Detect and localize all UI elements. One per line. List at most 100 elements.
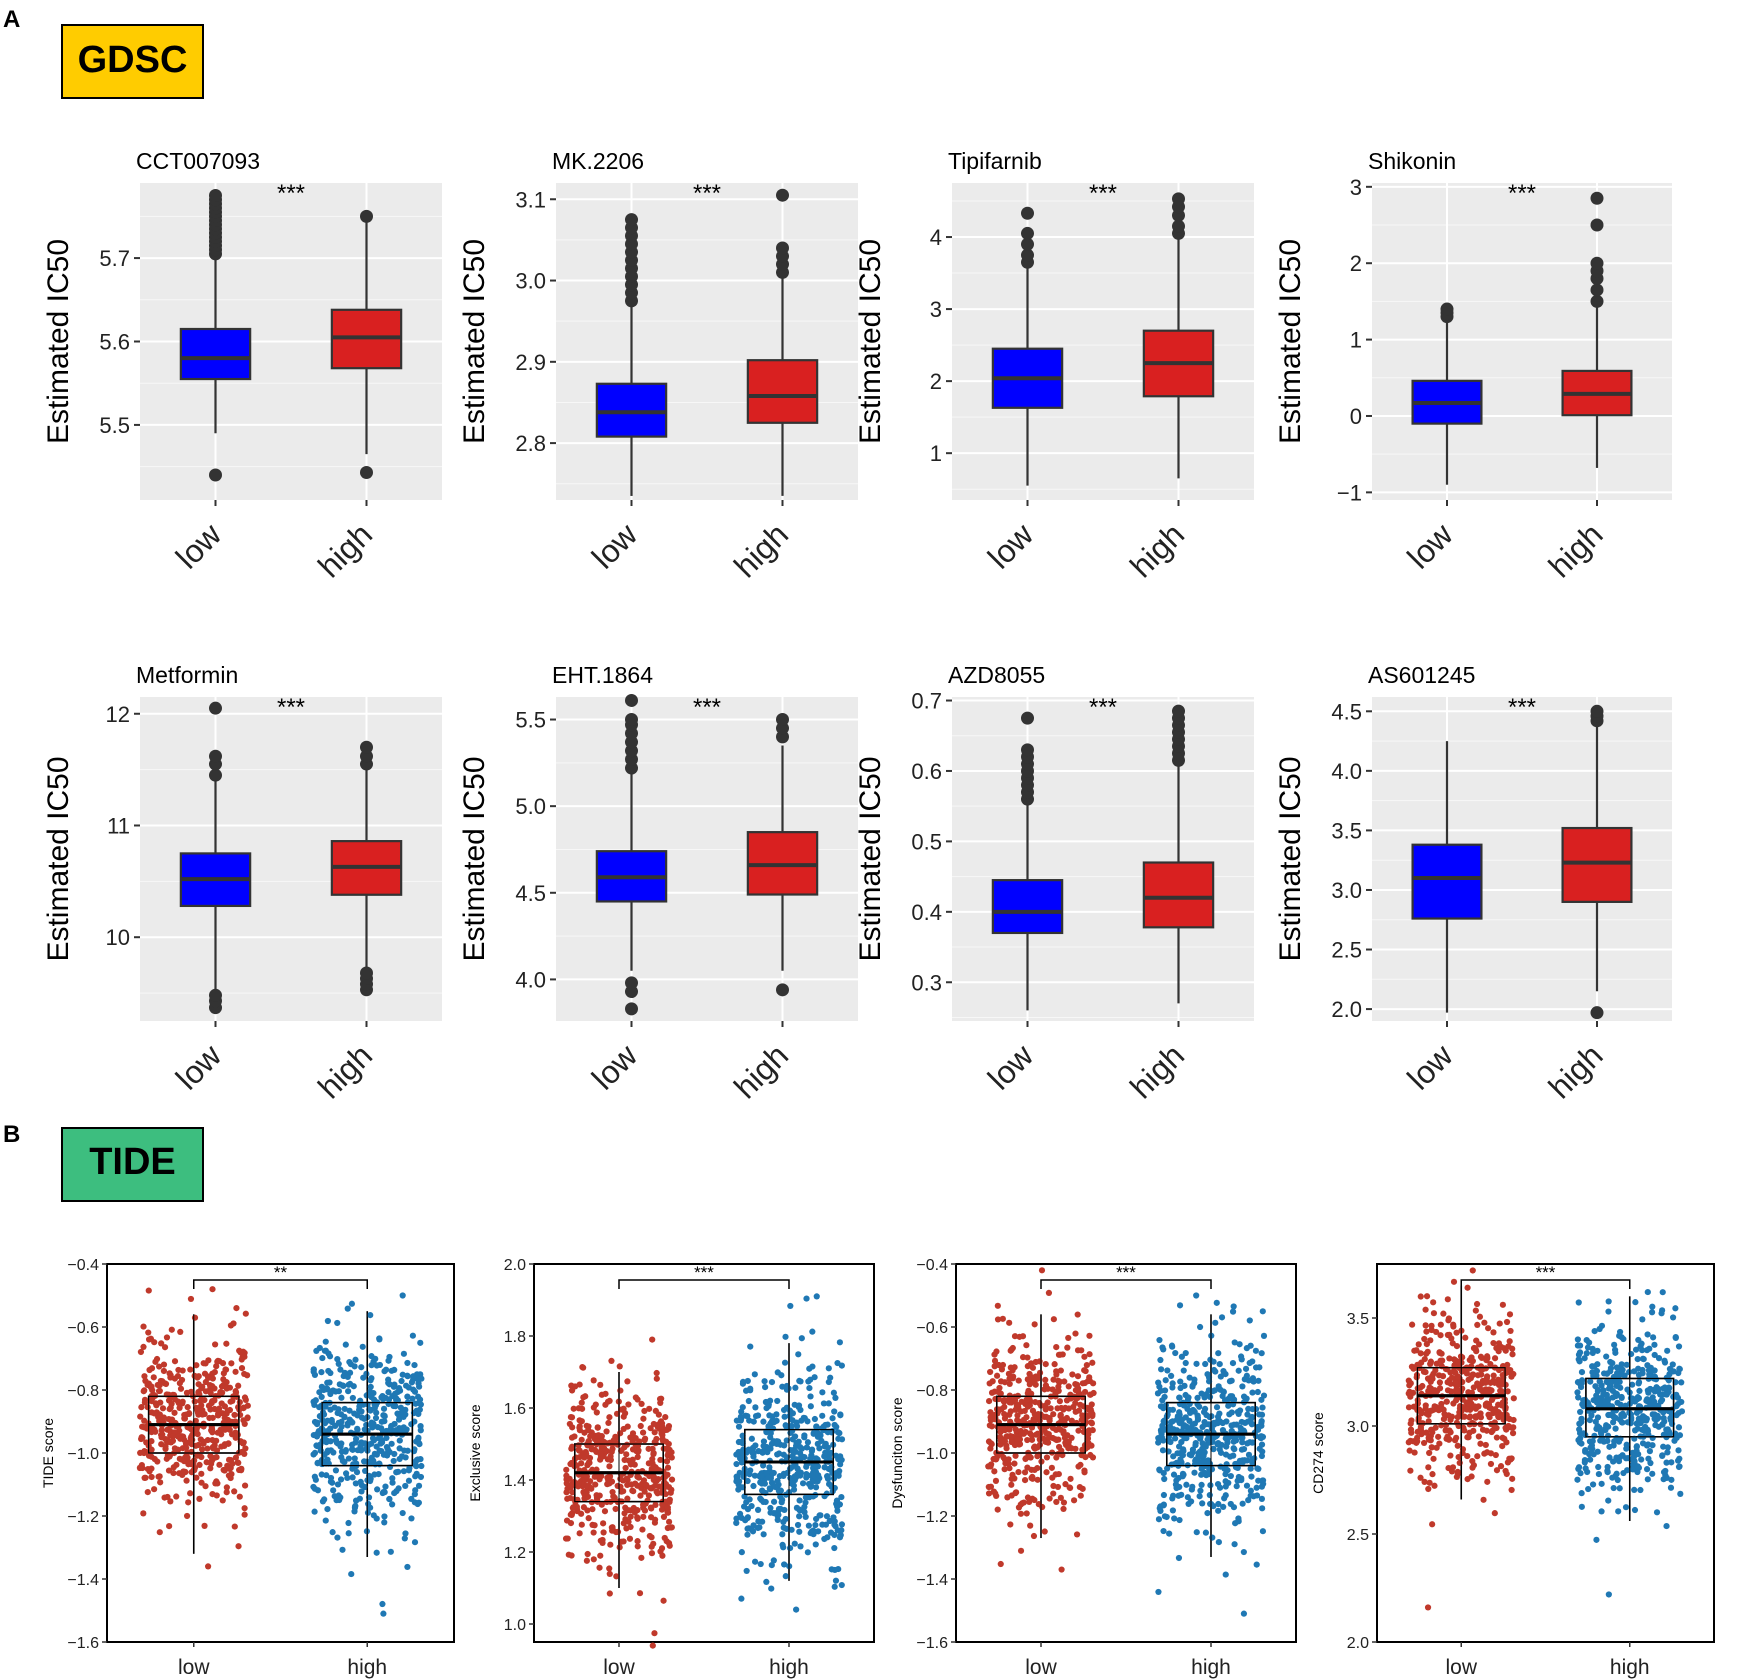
jitter-point <box>155 1387 163 1395</box>
jitter-point <box>786 1544 794 1552</box>
jitter-point <box>1062 1481 1069 1488</box>
jitter-point <box>757 1560 764 1568</box>
jitter-point <box>141 1396 149 1403</box>
outlier-point <box>625 976 638 990</box>
jitter-point <box>563 1489 570 1496</box>
jitter-point <box>189 1436 196 1443</box>
jitter-point <box>337 1427 344 1434</box>
jitter-point <box>321 1451 328 1458</box>
jitter-point <box>1249 1439 1256 1446</box>
jitter-point <box>1509 1351 1516 1358</box>
jitter-point <box>655 1411 662 1418</box>
jitter-point <box>400 1413 407 1421</box>
jitter-point <box>812 1541 819 1548</box>
jitter-point <box>1580 1403 1587 1410</box>
jitter-point <box>1405 1404 1413 1411</box>
jitter-point <box>236 1399 243 1406</box>
jitter-point <box>162 1443 169 1450</box>
jitter-point <box>1001 1403 1008 1411</box>
jitter-point <box>1482 1386 1489 1393</box>
jitter-point <box>1061 1434 1068 1441</box>
y-tick-label: −1.0 <box>916 1446 948 1463</box>
jitter-point <box>1426 1479 1433 1486</box>
jitter-point <box>634 1543 641 1550</box>
jitter-point <box>639 1429 647 1436</box>
jitter-point <box>1253 1484 1260 1491</box>
jitter-point <box>761 1378 768 1385</box>
jitter-point <box>352 1439 359 1446</box>
jitter-point <box>345 1530 352 1537</box>
jitter-point <box>781 1561 788 1568</box>
jitter-point <box>1247 1487 1254 1494</box>
jitter-point <box>185 1499 192 1506</box>
jitter-point <box>1574 1476 1581 1483</box>
jitter-point <box>1221 1495 1228 1502</box>
jitter-point <box>639 1526 646 1533</box>
jitter-point <box>378 1447 385 1455</box>
jitter-point <box>664 1509 671 1516</box>
gdsc-tag: GDSC <box>61 24 204 99</box>
jitter-point <box>1448 1374 1456 1381</box>
y-tick-label: 0.7 <box>911 689 942 714</box>
jitter-point <box>1420 1368 1428 1375</box>
y-tick-label: 2 <box>930 369 942 394</box>
jitter-point <box>736 1469 743 1476</box>
jitter-point <box>193 1474 200 1481</box>
jitter-point <box>187 1388 195 1395</box>
jitter-point <box>803 1444 810 1451</box>
jitter-point <box>1210 1445 1217 1452</box>
outlier-point <box>1590 704 1604 718</box>
jitter-point <box>754 1506 762 1513</box>
jitter-point <box>649 1445 656 1452</box>
jitter-point <box>606 1397 613 1404</box>
jitter-point <box>1509 1475 1516 1482</box>
jitter-point <box>177 1385 185 1392</box>
jitter-point <box>567 1413 575 1421</box>
box-high <box>1154 1292 1268 1617</box>
jitter-point <box>381 1513 388 1520</box>
jitter-point <box>832 1394 839 1401</box>
jitter-point <box>1228 1377 1235 1384</box>
jitter-point <box>1196 1493 1203 1500</box>
jitter-point <box>195 1411 202 1418</box>
jitter-point <box>1079 1485 1086 1492</box>
jitter-point <box>1605 1396 1612 1403</box>
jitter-point <box>358 1414 366 1421</box>
jitter-point <box>1611 1341 1618 1348</box>
jitter-point <box>831 1583 838 1590</box>
jitter-point <box>755 1518 762 1525</box>
jitter-point <box>595 1432 602 1439</box>
jitter-point <box>1483 1400 1490 1407</box>
jitter-point <box>1664 1347 1671 1354</box>
jitter-point <box>563 1472 570 1479</box>
jitter-point <box>1614 1399 1621 1406</box>
jitter-point <box>1459 1354 1466 1361</box>
jitter-point <box>149 1425 156 1432</box>
jitter-point <box>352 1497 360 1504</box>
jitter-point <box>659 1432 666 1439</box>
jitter-point <box>1668 1459 1675 1466</box>
jitter-point <box>637 1422 644 1430</box>
jitter-point <box>161 1344 169 1351</box>
jitter-point <box>803 1295 810 1302</box>
jitter-point <box>379 1600 386 1608</box>
jitter-point <box>1594 1347 1601 1354</box>
jitter-point <box>405 1477 413 1484</box>
x-category-label: high <box>727 1037 795 1105</box>
jitter-point <box>1074 1373 1082 1380</box>
jitter-point <box>411 1539 419 1546</box>
x-category-label: low <box>603 1656 635 1679</box>
jitter-point <box>1587 1449 1595 1456</box>
jitter-point <box>181 1458 188 1465</box>
box-iqr <box>595 382 668 438</box>
jitter-point <box>156 1382 163 1389</box>
jitter-point <box>600 1520 607 1527</box>
jitter-point <box>352 1463 360 1470</box>
y-tick-label: −1.6 <box>916 1635 948 1652</box>
jitter-point <box>1444 1379 1451 1386</box>
jitter-point <box>223 1489 230 1496</box>
jitter-point <box>1574 1389 1581 1396</box>
x-category-label: high <box>1123 1037 1191 1105</box>
jitter-point <box>318 1393 325 1401</box>
jitter-point <box>1634 1463 1641 1470</box>
